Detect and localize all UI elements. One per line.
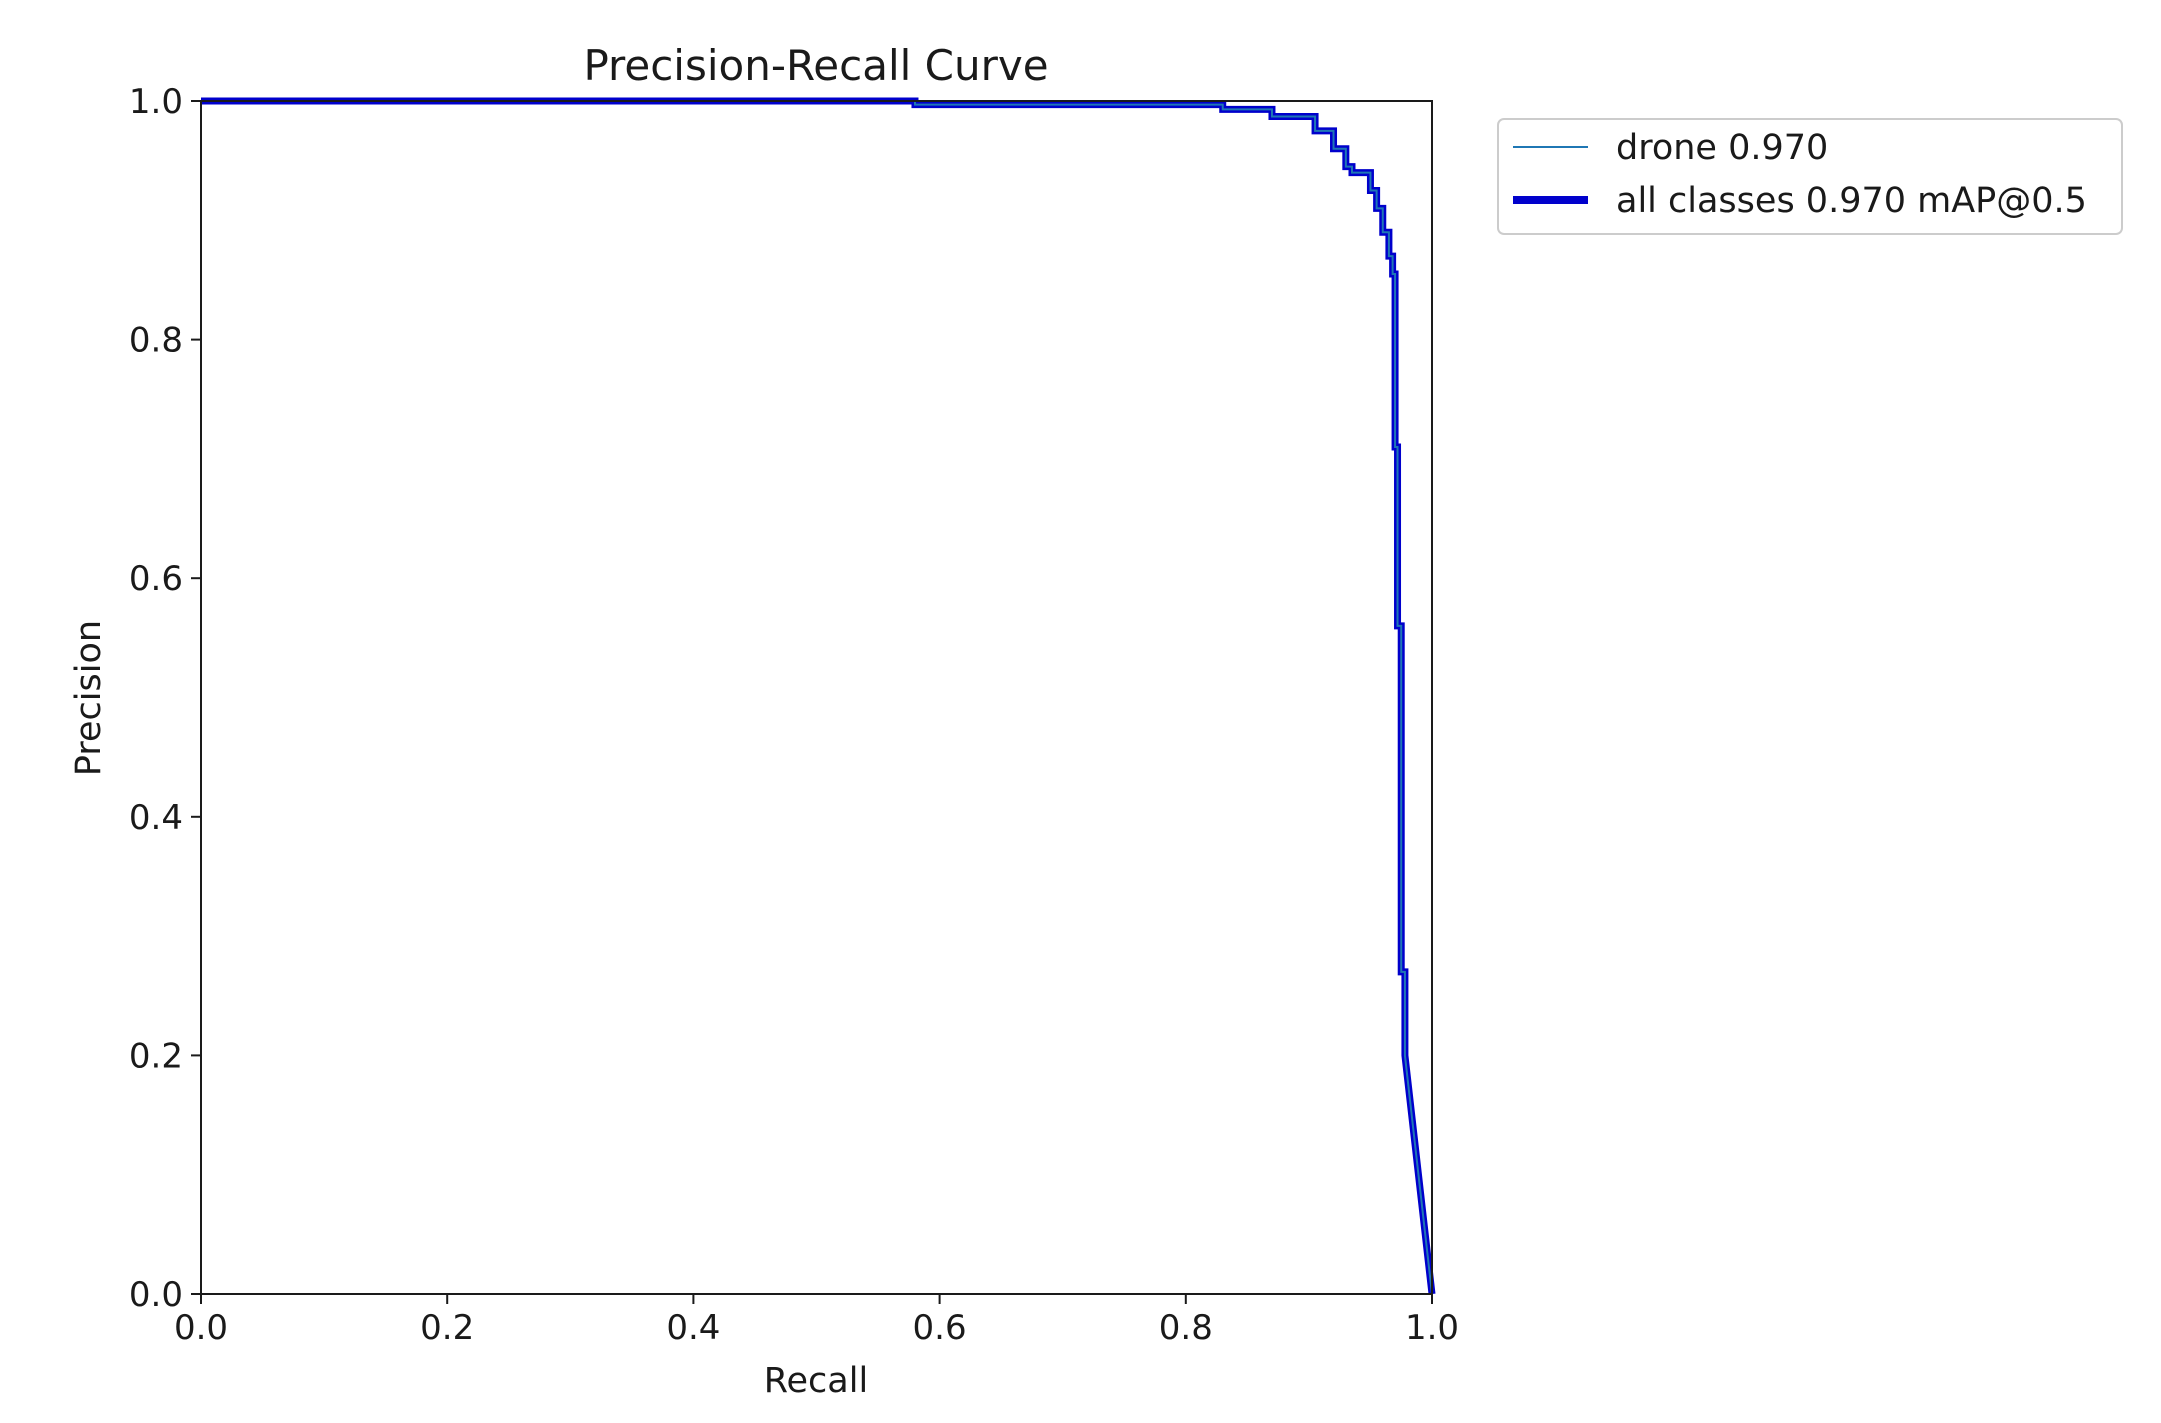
plot-frame <box>200 100 1433 1295</box>
legend-box <box>1497 118 2123 235</box>
x-tick-label: 0.4 <box>666 1308 720 1348</box>
series-layer <box>201 97 1436 1295</box>
legend-label-drone: drone 0.970 <box>1616 128 1828 168</box>
x-tick-label: 0.8 <box>1159 1308 1213 1348</box>
chart-title: Precision-Recall Curve <box>583 41 1048 90</box>
y-tick-label: 0.2 <box>129 1036 183 1076</box>
legend-label-all-classes: all classes 0.970 mAP@0.5 <box>1616 181 2087 221</box>
x-tick-label: 0.6 <box>913 1308 967 1348</box>
series-line-drone <box>201 100 1433 1295</box>
y-tick-label: 0.6 <box>129 559 183 599</box>
x-axis-label: Recall <box>764 1361 868 1401</box>
y-axis-ticks: 0.0 0.2 0.4 0.6 0.8 1.0 <box>129 82 201 1315</box>
y-tick-label: 1.0 <box>129 82 183 122</box>
y-tick-label: 0.4 <box>129 798 183 838</box>
legend: drone 0.970 all classes 0.970 mAP@0.5 <box>1497 118 2123 235</box>
x-tick-label: 1.0 <box>1405 1308 1459 1348</box>
y-tick-label: 0.8 <box>129 321 183 361</box>
y-tick-label: 0.0 <box>129 1275 183 1315</box>
x-tick-label: 0.0 <box>174 1308 228 1348</box>
x-tick-label: 0.2 <box>420 1308 474 1348</box>
x-axis-ticks: 0.0 0.2 0.4 0.6 0.8 1.0 <box>174 1294 1459 1348</box>
y-axis-label: Precision <box>69 620 109 776</box>
